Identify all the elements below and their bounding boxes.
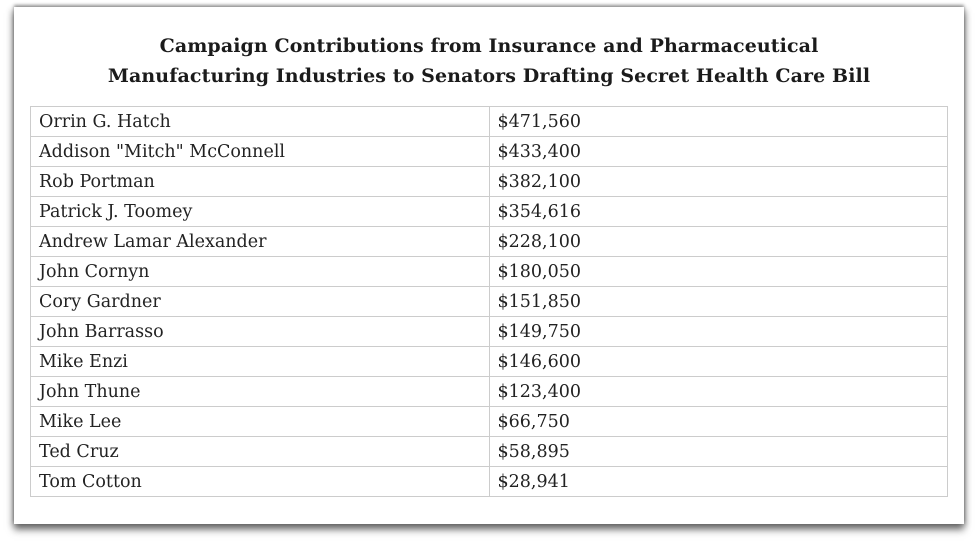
senator-name-cell: Addison "Mitch" McConnell — [30, 136, 490, 167]
figure-card: Campaign Contributions from Insurance an… — [14, 7, 964, 524]
senator-name-cell: Orrin G. Hatch — [30, 106, 490, 137]
senator-name-cell: Mike Lee — [30, 406, 490, 437]
table-row: John Cornyn $180,050 — [30, 256, 948, 287]
table-row: Cory Gardner $151,850 — [30, 286, 948, 317]
figure-title-line1: Campaign Contributions from Insurance an… — [159, 35, 819, 57]
senator-name-cell: Patrick J. Toomey — [30, 196, 490, 227]
senator-name-cell: John Cornyn — [30, 256, 490, 287]
figure-title: Campaign Contributions from Insurance an… — [14, 7, 964, 91]
senator-name-cell: Cory Gardner — [30, 286, 490, 317]
table-row: Mike Lee $66,750 — [30, 406, 948, 437]
amount-cell: $58,895 — [488, 436, 948, 467]
senator-name-cell: John Barrasso — [30, 316, 490, 347]
table-row: John Barrasso $149,750 — [30, 316, 948, 347]
amount-cell: $123,400 — [488, 376, 948, 407]
amount-cell: $382,100 — [488, 166, 948, 197]
senator-name-cell: Tom Cotton — [30, 466, 490, 497]
amount-cell: $149,750 — [488, 316, 948, 347]
senator-name-cell: Mike Enzi — [30, 346, 490, 377]
amount-cell: $228,100 — [488, 226, 948, 257]
table-row: Andrew Lamar Alexander $228,100 — [30, 226, 948, 257]
table-row: Tom Cotton $28,941 — [30, 466, 948, 497]
senator-name-cell: John Thune — [30, 376, 490, 407]
table-row: John Thune $123,400 — [30, 376, 948, 407]
table-row: Mike Enzi $146,600 — [30, 346, 948, 377]
table-row: Rob Portman $382,100 — [30, 166, 948, 197]
amount-cell: $146,600 — [488, 346, 948, 377]
table-row: Patrick J. Toomey $354,616 — [30, 196, 948, 227]
contributions-table-body: Orrin G. Hatch $471,560 Addison "Mitch" Mc… — [30, 106, 948, 497]
senator-name-cell: Ted Cruz — [30, 436, 490, 467]
amount-cell: $151,850 — [488, 286, 948, 317]
table-row: Orrin G. Hatch $471,560 — [30, 106, 948, 137]
amount-cell: $433,400 — [488, 136, 948, 167]
senator-name-cell: Rob Portman — [30, 166, 490, 197]
amount-cell: $180,050 — [488, 256, 948, 287]
figure-title-line2: Manufacturing Industries to Senators Dra… — [107, 65, 871, 87]
amount-cell: $66,750 — [488, 406, 948, 437]
table-row: Addison "Mitch" McConnell $433,400 — [30, 136, 948, 167]
amount-cell: $28,941 — [488, 466, 948, 497]
table-row: Ted Cruz $58,895 — [30, 436, 948, 467]
amount-cell: $354,616 — [488, 196, 948, 227]
senator-name-cell: Andrew Lamar Alexander — [30, 226, 490, 257]
contributions-table: Orrin G. Hatch $471,560 Addison "Mitch" Mc… — [30, 106, 948, 497]
amount-cell: $471,560 — [488, 106, 948, 137]
